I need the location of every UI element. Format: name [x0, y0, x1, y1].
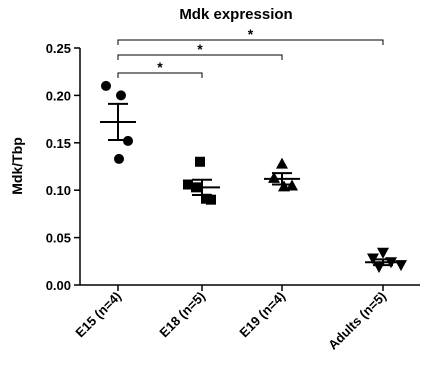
- axes: [79, 48, 420, 286]
- y-tick-label: 0.25: [46, 41, 71, 56]
- significance-label: *: [197, 41, 203, 57]
- x-tick-label: E18 (n=5): [156, 289, 208, 341]
- x-axis-ticks: E15 (n=4) E18 (n=5) E19 (n=4) Adults (n=5): [72, 285, 389, 352]
- chart-title: Mdk expression: [179, 6, 292, 23]
- data-points: [101, 80, 407, 273]
- data-point: [101, 80, 111, 91]
- mean-sem-bars: [100, 102, 401, 267]
- significance-label: *: [248, 26, 254, 42]
- significance-bracket: [117, 72, 203, 78]
- significance-brackets: * * *: [117, 26, 384, 78]
- x-tick-label: E15 (n=4): [72, 289, 124, 341]
- significance-bracket: [117, 54, 283, 60]
- x-tick-label: Adults (n=5): [325, 289, 389, 353]
- data-point: [276, 157, 288, 169]
- y-tick-label: 0.00: [46, 278, 71, 293]
- significance-bracket: [117, 39, 384, 45]
- data-point: [114, 153, 124, 164]
- significance-label: *: [157, 59, 163, 75]
- data-point: [183, 179, 193, 190]
- data-point: [268, 171, 280, 183]
- y-tick-label: 0.05: [46, 231, 71, 246]
- y-tick-label: 0.10: [46, 183, 71, 198]
- data-point: [377, 247, 389, 259]
- y-axis-ticks: 0.00 0.05 0.10 0.15 0.20 0.25: [46, 41, 80, 293]
- data-point: [195, 156, 205, 167]
- x-tick-label: E19 (n=4): [236, 289, 288, 341]
- data-point: [206, 194, 216, 205]
- y-axis-title: Mdk/Tbp: [9, 137, 25, 195]
- y-tick-label: 0.15: [46, 136, 71, 151]
- data-point: [116, 90, 126, 101]
- y-tick-label: 0.20: [46, 88, 71, 103]
- data-point: [278, 180, 290, 192]
